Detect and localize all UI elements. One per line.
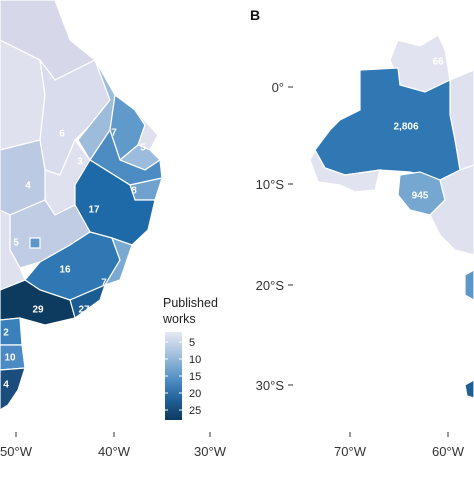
state-espirito-santo — [103, 237, 133, 287]
x-axis-label: 70°W — [334, 444, 367, 459]
state-distrito-federal — [29, 237, 41, 249]
state-value-label: 2,806 — [393, 122, 418, 133]
legend-title-line2: works — [162, 312, 196, 326]
x-axis-label: 40°W — [98, 444, 131, 459]
state-value-label: 3 — [77, 157, 83, 168]
y-axis-label: 20°S — [256, 278, 285, 293]
state-mato-grosso-b — [429, 164, 474, 256]
color-legend: Published works 5 10 15 20 25 — [162, 296, 218, 420]
state-value-label: 5 — [13, 238, 19, 249]
state-value-label: 8 — [131, 186, 137, 197]
state-value-label: 6 — [59, 129, 65, 140]
legend-tick-label: 10 — [189, 354, 201, 366]
state-value-label: 945 — [412, 191, 429, 202]
legend-title-line1: Published — [163, 296, 218, 310]
panel-a-x-axis: 50°W 40°W 30°W — [0, 432, 227, 459]
state-value-label: 7 — [111, 128, 117, 139]
state-acre — [309, 148, 381, 193]
state-value-label: 5 — [140, 143, 146, 154]
legend-tick-label: 20 — [189, 388, 201, 400]
state-mato-grosso-sul — [0, 209, 26, 291]
x-axis-label: 50°W — [0, 444, 33, 459]
panel-b-map: 2,806 945 66 — [309, 34, 474, 399]
y-axis-label: 30°S — [256, 378, 285, 393]
x-axis-label: 60°W — [432, 444, 465, 459]
state-value-label: 4 — [3, 380, 9, 391]
state-value-label: 2 — [3, 328, 9, 339]
state-parana-b — [464, 379, 474, 399]
state-value-label: 29 — [32, 305, 44, 316]
legend-tick-label: 5 — [189, 337, 195, 349]
legend-tick-label: 25 — [189, 405, 201, 417]
x-axis-label: 30°W — [194, 444, 227, 459]
state-value-label: 7 — [101, 278, 107, 289]
state-rio-grande-sul — [0, 367, 26, 411]
state-value-label: 4 — [25, 181, 31, 192]
state-value-label: 66 — [432, 57, 444, 68]
panel-b-letter: B — [250, 7, 260, 23]
panel-a-map: 6 7 3 5 4 8 17 5 16 7 29 27 2 10 4 — [0, 0, 163, 411]
legend-tick-label: 15 — [189, 371, 201, 383]
state-value-label: 27 — [78, 305, 90, 316]
y-axis-label: 0° — [272, 80, 284, 95]
state-value-label: 10 — [4, 353, 16, 364]
state-value-label: 17 — [88, 205, 100, 216]
state-mato-grosso-sul-b — [464, 269, 474, 301]
y-axis-label: 10°S — [256, 177, 285, 192]
panel-b-x-axis: 70°W 60°W — [334, 432, 465, 459]
panel-b-y-axis: 0° 10°S 20°S 30°S — [256, 80, 293, 393]
legend-color-bar — [165, 332, 182, 420]
state-value-label: 16 — [59, 265, 71, 276]
